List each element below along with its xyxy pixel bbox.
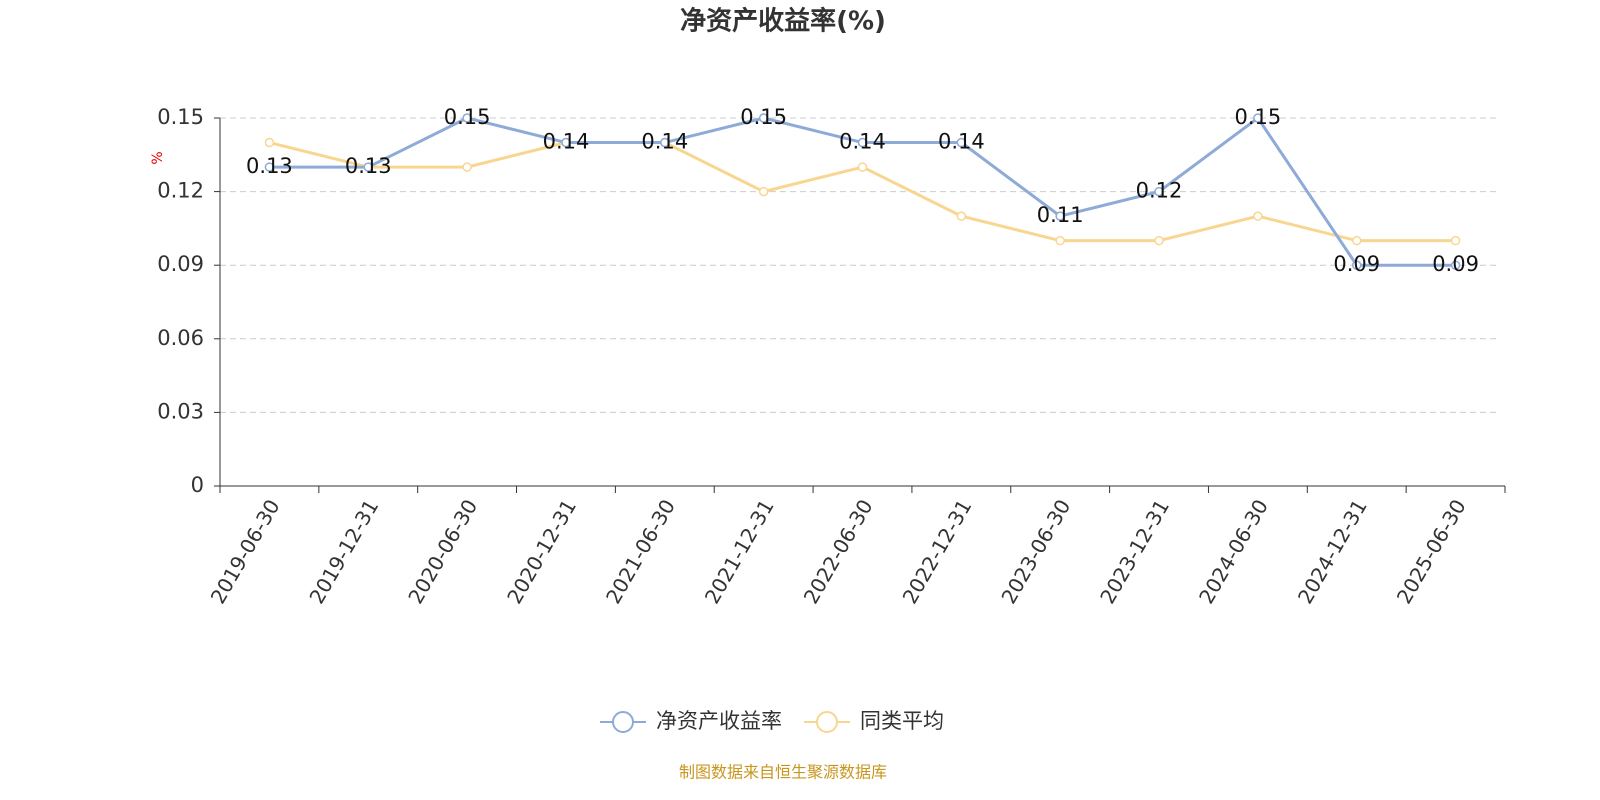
data-point	[462, 162, 472, 172]
data-label: 0.15	[740, 105, 787, 129]
data-label: 0.14	[543, 130, 590, 154]
x-tick-label: 2020-06-30	[403, 495, 482, 608]
data-label: 0.14	[938, 130, 985, 154]
data-point	[264, 162, 275, 172]
y-axis-label: %	[150, 151, 166, 164]
legend-label: 同类平均	[860, 709, 944, 733]
data-label: 0.13	[246, 154, 293, 178]
data-point	[1055, 235, 1065, 246]
data-point	[1351, 235, 1362, 246]
data-label: 0.14	[641, 130, 688, 154]
data-point	[561, 137, 571, 148]
data-label: 0.15	[1235, 105, 1282, 129]
data-point	[956, 211, 967, 221]
x-tick-label: 2022-06-30	[799, 495, 878, 608]
y-tick-label: 0.03	[157, 399, 204, 423]
data-point	[660, 137, 670, 148]
data-point	[758, 113, 769, 123]
data-point	[1055, 211, 1065, 221]
data-label: 0.09	[1432, 252, 1479, 276]
x-tick-label: 2023-06-30	[996, 495, 1075, 608]
x-tick-label: 2025-06-30	[1392, 495, 1471, 608]
x-tick-label: 2019-06-30	[206, 495, 285, 608]
data-label: 0.13	[345, 154, 392, 178]
x-tick-label: 2019-12-31	[304, 495, 383, 608]
chart-title: 净资产收益率(%)	[680, 6, 886, 37]
data-label: 0.12	[1136, 179, 1183, 203]
y-tick-label: 0.12	[157, 179, 204, 203]
data-point	[462, 113, 472, 123]
x-tick-label: 2022-12-31	[898, 495, 977, 608]
x-tick-label: 2023-12-31	[1095, 495, 1174, 608]
data-point	[1154, 235, 1164, 246]
x-tick-label: 2020-12-31	[502, 495, 581, 608]
y-tick-label: 0.09	[157, 252, 204, 276]
data-point	[363, 162, 374, 172]
data-point	[1253, 211, 1263, 221]
data-point	[857, 162, 868, 172]
x-tick-label: 2024-06-30	[1194, 495, 1273, 608]
y-tick-label: 0.06	[157, 326, 204, 350]
source-note: 制图数据来自恒生聚源数据库	[679, 763, 887, 782]
data-point	[857, 137, 868, 148]
data-point	[758, 186, 769, 197]
data-label: 0.11	[1037, 203, 1084, 227]
data-point	[1450, 235, 1461, 246]
y-tick-label: 0.15	[157, 105, 204, 129]
legend-marker	[612, 711, 634, 733]
data-label: 0.15	[444, 105, 491, 129]
data-point	[1450, 260, 1461, 270]
y-tick-label: 0	[191, 473, 204, 497]
x-tick-label: 2024-12-31	[1293, 495, 1372, 608]
data-point	[264, 137, 275, 148]
legend-label: 净资产收益率	[656, 709, 782, 733]
data-point	[1253, 113, 1263, 123]
data-point	[1351, 260, 1362, 270]
x-tick-label: 2021-12-31	[700, 495, 779, 608]
x-tick-label: 2021-06-30	[601, 495, 680, 608]
legend-marker	[816, 711, 838, 733]
data-label: 0.09	[1333, 252, 1380, 276]
data-point	[1154, 186, 1164, 197]
data-label: 0.14	[839, 130, 886, 154]
data-point	[956, 137, 967, 148]
